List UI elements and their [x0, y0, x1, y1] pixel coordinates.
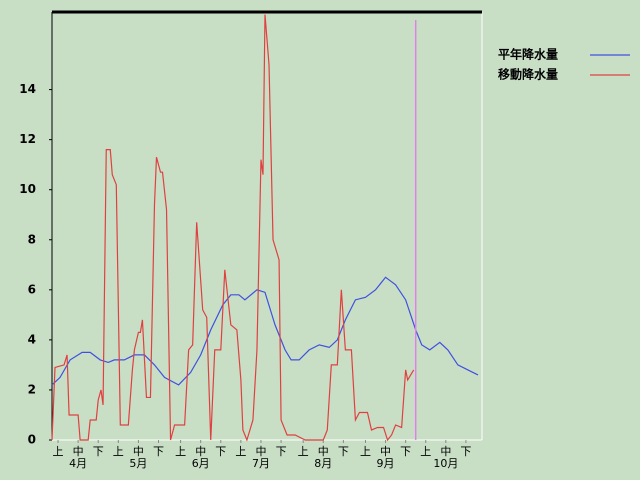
x-tick-label: 上 — [360, 445, 371, 458]
x-tick-label: 下 — [400, 445, 411, 458]
x-tick-label: 上 — [53, 445, 64, 458]
series-line — [51, 276, 479, 386]
x-tick-label: 上 — [235, 445, 246, 458]
x-tick-label: 下 — [93, 445, 104, 458]
x-tick-label: 中 — [73, 445, 84, 458]
x-tick-label: 上 — [113, 445, 124, 458]
x-tick-label: 下 — [460, 445, 471, 458]
y-tick-label: 14 — [19, 82, 36, 96]
series-line — [51, 14, 415, 442]
x-tick-label: 下 — [215, 445, 226, 458]
x-tick-label: 下 — [338, 445, 349, 458]
y-tick-label: 0 — [28, 433, 36, 447]
month-label: 6月 — [192, 457, 210, 470]
x-tick-label: 中 — [255, 445, 266, 458]
month-label: 9月 — [377, 457, 395, 470]
x-tick-label: 中 — [318, 445, 329, 458]
month-label: 5月 — [129, 457, 147, 470]
month-label: 8月 — [314, 457, 332, 470]
y-tick-label: 6 — [28, 282, 36, 296]
x-tick-label: 下 — [276, 445, 287, 458]
month-label: 10月 — [433, 457, 458, 470]
x-tick-label: 中 — [380, 445, 391, 458]
legend-label: 平年降水量 — [498, 47, 558, 62]
legend-label: 移動降水量 — [498, 67, 558, 82]
x-tick-label: 上 — [298, 445, 309, 458]
month-label: 4月 — [69, 457, 87, 470]
y-tick-label: 2 — [28, 382, 36, 396]
x-tick-label: 中 — [195, 445, 206, 458]
y-tick-label: 4 — [28, 332, 36, 346]
y-tick-label: 8 — [28, 232, 36, 246]
y-tick-label: 10 — [19, 182, 36, 196]
x-tick-label: 上 — [175, 445, 186, 458]
x-tick-label: 中 — [440, 445, 451, 458]
y-tick-label: 12 — [19, 132, 36, 146]
x-tick-label: 上 — [420, 445, 431, 458]
x-tick-label: 下 — [153, 445, 164, 458]
month-label: 7月 — [252, 457, 270, 470]
x-tick-label: 中 — [133, 445, 144, 458]
